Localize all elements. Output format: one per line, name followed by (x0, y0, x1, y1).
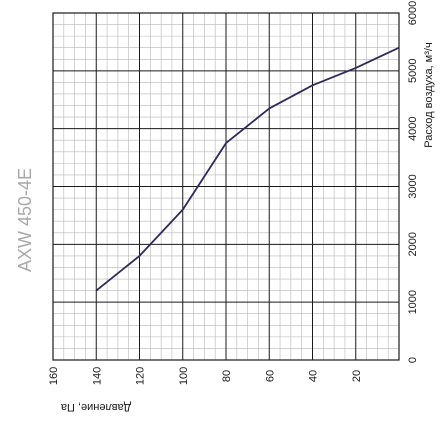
performance-curve (95, 46, 400, 292)
flow-axis-label: Расход воздуха, м³/ч (423, 42, 435, 147)
major-grid (53, 13, 399, 360)
flow-tick-label: 2000 (407, 232, 419, 256)
pressure-tick-label: 120 (135, 367, 147, 385)
flow-tick-label: 4000 (407, 116, 419, 140)
pressure-tick-label: 60 (264, 370, 276, 382)
series-layer (95, 46, 400, 292)
pressure-tick-label: 100 (178, 367, 190, 385)
pressure-tick-labels: 160 140 120 100 80 60 40 20 (48, 367, 363, 385)
flow-tick-label: 5000 (407, 59, 419, 83)
pressure-tick-label: 40 (308, 370, 320, 382)
plot-frame (52, 12, 400, 361)
pressure-tick-label: 20 (351, 370, 363, 382)
flow-tick-label: 6000 (407, 1, 419, 25)
flow-tick-labels: 0 1000 2000 3000 4000 5000 6000 (407, 1, 419, 363)
pressure-tick-label: 80 (221, 370, 233, 382)
flow-tick-label: 1000 (407, 290, 419, 314)
pressure-axis-label: Давление, Па (60, 401, 131, 413)
pressure-tick-label: 140 (91, 367, 103, 385)
flow-tick-label: 3000 (407, 174, 419, 198)
pressure-tick-label: 160 (48, 367, 60, 385)
chart-title: AXW 450-4E (15, 168, 35, 272)
flow-tick-label: 0 (407, 357, 419, 363)
